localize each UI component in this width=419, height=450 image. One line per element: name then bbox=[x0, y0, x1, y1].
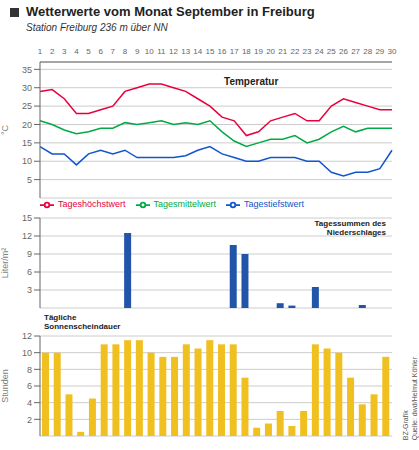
svg-text:9: 9 bbox=[135, 47, 140, 56]
html-text:Tägliche Sonnenscheindauer: Tägliche Sonnenscheindauer bbox=[44, 313, 121, 331]
svg-text:26: 26 bbox=[339, 47, 348, 56]
svg-text:25: 25 bbox=[327, 47, 336, 56]
svg-text:25: 25 bbox=[22, 101, 32, 111]
svg-text:15: 15 bbox=[205, 47, 214, 56]
svg-text:6: 6 bbox=[27, 267, 32, 277]
svg-text:°C: °C bbox=[8, 124, 10, 135]
svg-text:6: 6 bbox=[27, 381, 32, 391]
svg-text:Stunden: Stunden bbox=[8, 369, 10, 403]
svg-text:5: 5 bbox=[86, 47, 91, 56]
svg-text:10: 10 bbox=[22, 348, 32, 358]
svg-text:12: 12 bbox=[169, 47, 178, 56]
svg-text:14: 14 bbox=[193, 47, 202, 56]
svg-text:30: 30 bbox=[22, 83, 32, 93]
svg-text:20: 20 bbox=[266, 47, 275, 56]
svg-text:15: 15 bbox=[22, 213, 32, 223]
svg-text:21: 21 bbox=[278, 47, 287, 56]
svg-text:18: 18 bbox=[242, 47, 251, 56]
svg-text:2: 2 bbox=[27, 415, 32, 425]
svg-text:23: 23 bbox=[303, 47, 312, 56]
svg-text:12: 12 bbox=[22, 331, 32, 341]
html-text:Temperatur: Temperatur bbox=[224, 76, 279, 87]
svg-text:20: 20 bbox=[22, 120, 32, 130]
svg-text:15: 15 bbox=[22, 138, 32, 148]
svg-text:11: 11 bbox=[157, 47, 166, 56]
svg-text:28: 28 bbox=[363, 47, 372, 56]
svg-text:1: 1 bbox=[38, 47, 43, 56]
svg-text:22: 22 bbox=[290, 47, 299, 56]
svg-text:13: 13 bbox=[181, 47, 190, 56]
svg-text:27: 27 bbox=[351, 47, 360, 56]
svg-text:10: 10 bbox=[145, 47, 154, 56]
html-text:Tagestiefstwert: Tagestiefstwert bbox=[244, 199, 305, 210]
svg-text:8: 8 bbox=[123, 47, 128, 56]
html-text:Station Freiburg 236 m über NN: Station Freiburg 236 m über NN bbox=[26, 22, 168, 33]
svg-text:4: 4 bbox=[27, 398, 32, 408]
svg-text:16: 16 bbox=[218, 47, 227, 56]
svg-text:8: 8 bbox=[27, 365, 32, 375]
svg-text:17: 17 bbox=[230, 47, 239, 56]
svg-text:29: 29 bbox=[375, 47, 384, 56]
svg-text:24: 24 bbox=[315, 47, 324, 56]
html-text:Tagesmittelwert: Tagesmittelwert bbox=[153, 199, 217, 210]
svg-text:Liter/m²: Liter/m² bbox=[8, 248, 10, 279]
html-text:Tageshöchstwert: Tageshöchstwert bbox=[58, 199, 126, 210]
html-text:Wetterwerte vom Monat Septembe: Wetterwerte vom Monat September in Freib… bbox=[26, 4, 315, 19]
svg-text:10: 10 bbox=[22, 156, 32, 166]
svg-text:3: 3 bbox=[27, 285, 32, 295]
html-text:Quelle: dwd/Helmut Köhler: Quelle: dwd/Helmut Köhler bbox=[411, 356, 418, 440]
svg-text:6: 6 bbox=[98, 47, 103, 56]
html-text:BZ-Grafik: BZ-Grafik bbox=[402, 410, 409, 440]
svg-text:9: 9 bbox=[27, 249, 32, 259]
svg-text:2: 2 bbox=[50, 47, 55, 56]
svg-text:5: 5 bbox=[27, 175, 32, 185]
svg-text:35: 35 bbox=[22, 65, 32, 75]
svg-text:19: 19 bbox=[254, 47, 263, 56]
svg-text:4: 4 bbox=[74, 47, 79, 56]
svg-text:3: 3 bbox=[62, 47, 67, 56]
svg-text:7: 7 bbox=[111, 47, 116, 56]
svg-text:30: 30 bbox=[388, 47, 397, 56]
svg-text:12: 12 bbox=[22, 231, 32, 241]
html-text:Tagessummen des Niederschlages: Tagessummen des Niederschlages bbox=[314, 219, 386, 237]
